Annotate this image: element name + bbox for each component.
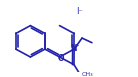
Text: CH₃: CH₃ bbox=[82, 72, 94, 77]
Text: N: N bbox=[70, 44, 76, 53]
Text: O: O bbox=[57, 54, 64, 63]
Text: I⁻: I⁻ bbox=[76, 7, 83, 16]
Text: +: + bbox=[75, 43, 79, 48]
